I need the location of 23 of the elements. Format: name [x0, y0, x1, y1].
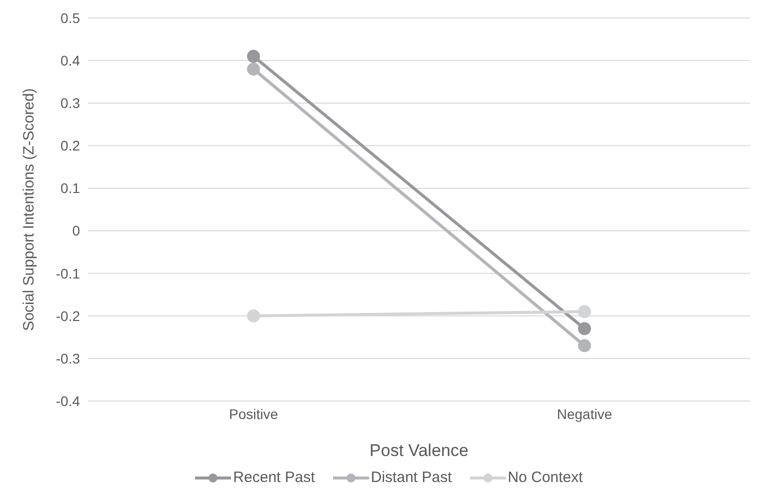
point: [247, 62, 260, 76]
point: [578, 322, 591, 336]
y-tick-label: 0: [72, 222, 80, 239]
y-tick-label: 0.4: [60, 52, 80, 69]
legend-label: Distant Past: [370, 469, 452, 486]
legend-label: Recent Past: [233, 469, 315, 486]
point: [247, 50, 260, 63]
y-tick-label: -0.1: [56, 265, 80, 282]
y-tick-label: 0.3: [60, 95, 80, 112]
y-tick-label: -0.3: [56, 350, 80, 366]
x-tick-label: Negative: [556, 406, 612, 422]
y-tick-label: 0.2: [60, 138, 80, 154]
y-tick-label: 0.5: [60, 10, 80, 26]
y-tick-label: 0.1: [60, 180, 80, 196]
y-axis-title: Social Support Intentions (Z-Scored): [20, 88, 38, 331]
y-tick-label: -0.4: [56, 392, 80, 409]
legend-label: No Context: [508, 469, 583, 486]
x-axis-title: Post Valence: [370, 441, 468, 460]
point: [247, 309, 260, 322]
point: [578, 305, 591, 318]
point: [578, 339, 591, 352]
x-tick-label: Positive: [228, 406, 278, 422]
y-tick-label: -0.2: [56, 308, 80, 324]
